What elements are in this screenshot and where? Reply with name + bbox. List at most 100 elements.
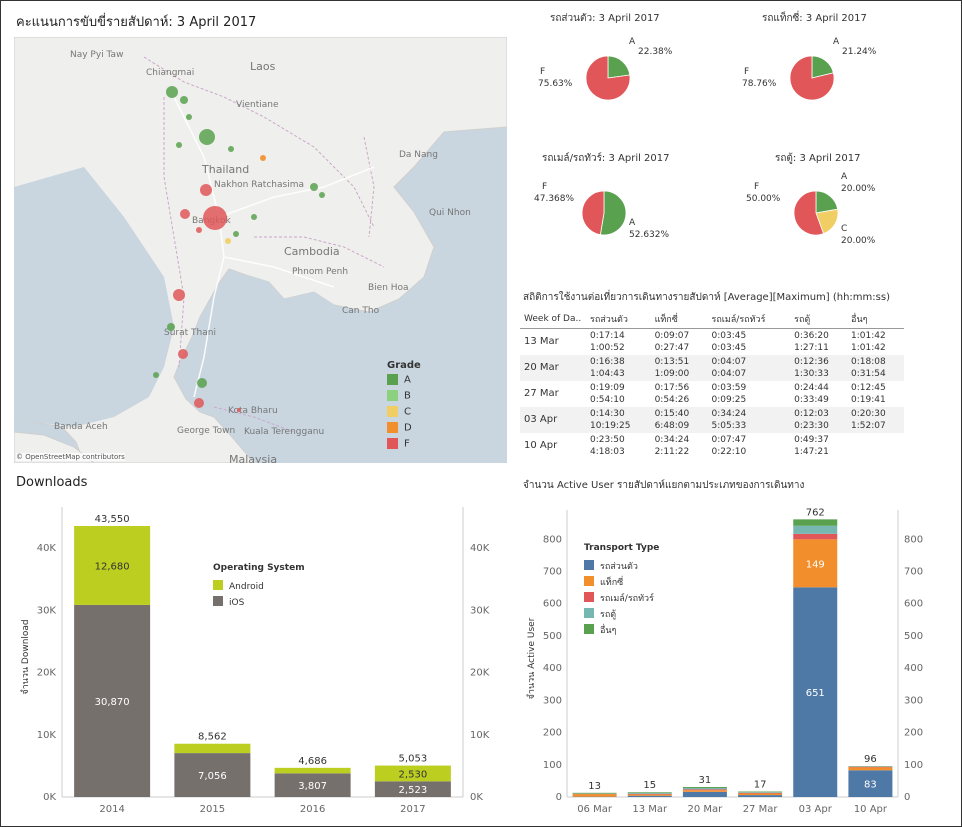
stats-maximum: 1:01:42 [851,343,886,353]
map-svg[interactable]: Nay Pyi Taw Laos Chiangmai Vientiane Tha… [14,37,507,463]
label-phnom-penh: Phnom Penh [292,267,348,277]
pie-slice[interactable] [599,190,627,236]
y-tick-label-left: 0K [43,792,56,803]
legend-swatch[interactable] [584,592,594,602]
legend-swatch[interactable] [584,560,594,570]
bar-segment[interactable] [848,767,893,771]
bar-segment[interactable] [793,525,838,534]
pie-slice-label: F [540,67,545,77]
grade-legend-item[interactable]: D [387,422,421,438]
bar-segment[interactable] [627,795,672,797]
bar-segment[interactable] [682,787,727,790]
y-tick-label-right: 600 [904,599,923,610]
x-tick-label: 2017 [400,804,425,815]
label-chiangmai: Chiangmai [146,68,194,78]
pie-slice[interactable] [607,55,631,79]
legend-swatch[interactable] [584,608,594,618]
legend-label[interactable]: อื่นๆ [600,623,617,636]
bar-segment[interactable] [374,781,451,797]
bar-segment[interactable] [738,792,783,793]
legend-label[interactable]: แท็กซี่ [600,575,623,588]
stats-header[interactable]: แท็กซี่ [650,310,708,329]
bar-segment-label: 30,870 [95,697,130,708]
bar-segment[interactable] [174,743,251,754]
stats-average: 0:12:45 [851,383,886,393]
pie-chart[interactable]: A21.24% F 78.76% [742,28,882,128]
bar-segment[interactable] [738,791,783,793]
bar-segment[interactable] [848,766,893,768]
stats-header[interactable]: รถส่วนตัว [586,310,651,329]
stats-header[interactable]: รถตู้ [790,310,848,329]
legend-swatch[interactable] [584,576,594,586]
bar-segment[interactable] [274,767,351,774]
bar-segment[interactable] [627,794,672,796]
bar-segment[interactable] [627,792,672,794]
x-tick-label: 03 Apr [799,804,833,815]
grade-swatch [387,438,398,449]
stats-average: 0:13:51 [654,357,690,367]
bar-segment[interactable] [793,519,838,526]
bar-segment[interactable] [174,753,251,797]
grade-legend-item[interactable]: B [387,390,421,406]
pie-chart[interactable]: A22.38% F 75.63% [538,28,678,128]
legend-label[interactable]: iOS [229,598,245,608]
bar-segment[interactable] [627,793,672,795]
bar-segment[interactable] [793,539,838,588]
grade-legend-item[interactable]: F [387,438,421,454]
pie-slice[interactable] [793,190,825,236]
legend-label[interactable]: รถส่วนตัว [600,562,638,572]
bar-segment[interactable] [572,792,617,794]
active-user-chart[interactable]: 0 0 100 100 200 200 300 300 400 400 500 500 600 600 70… [506,495,962,825]
bar-total-label: 762 [806,507,825,518]
pie-chart[interactable]: A 20.00% C 20.00% F 50.00% [746,163,886,263]
bar-segment[interactable] [793,587,838,797]
pie-slice[interactable] [581,190,605,236]
label-da-nang: Da Nang [399,150,438,160]
pie-chart[interactable]: A 52.632% F 47.368% [534,163,674,263]
stats-header[interactable]: Week of Da.. [520,310,586,329]
stats-maximum: 0:19:41 [851,395,886,405]
legend-swatch[interactable] [584,624,594,634]
downloads-chart[interactable]: 0K 0K 10K 10K 20K 20K 30K 30K 40K 40K จำนวน Downlo… [0,495,516,825]
bar-segment[interactable] [274,773,351,797]
stats-maximum: 0:54:10 [590,395,625,405]
legend-label[interactable]: รถเมล์/รถทัวร์ [600,592,654,604]
bar-segment[interactable] [74,604,151,797]
bar-segment[interactable] [74,526,151,605]
legend-swatch[interactable] [213,596,223,606]
bar-segment[interactable] [738,793,783,796]
bar-segment[interactable] [682,787,727,788]
legend-label[interactable]: รถตู้ [600,609,616,620]
bar-segment[interactable] [682,791,727,797]
stats-cell: 0:15:40 6:48:09 [650,407,708,433]
bar-segment-label: 2,523 [399,785,428,796]
y-tick-label-right: 700 [904,567,923,578]
grade-legend-item[interactable]: C [387,406,421,422]
marker-grade-a [176,142,182,148]
grade-markers[interactable] [153,86,325,412]
legend-swatch[interactable] [213,580,223,590]
bar-segment[interactable] [682,789,727,791]
legend-label[interactable]: Android [229,582,264,592]
gulf-of-thailand [204,275,344,422]
bar-segment[interactable] [738,792,783,794]
pie-slice[interactable] [789,55,835,101]
grade-legend-item[interactable]: A [387,374,421,390]
map-view[interactable]: Nay Pyi Taw Laos Chiangmai Vientiane Tha… [14,37,507,463]
stats-header[interactable]: รถเมล์/รถทัวร์ [707,310,791,329]
pie-slice-label: C [841,224,847,234]
y-tick-label-right: 40K [470,543,490,554]
stats-average: 0:14:30 [590,409,625,419]
bar-segment[interactable] [793,533,838,540]
map-attribution[interactable]: © OpenStreetMap contributors [16,453,125,461]
bar-segment[interactable] [374,765,451,782]
stats-header[interactable]: อื่นๆ [847,310,904,329]
bar-segment[interactable] [572,794,617,797]
bar-segment[interactable] [848,770,893,797]
stats-average: 0:24:44 [794,383,829,393]
bar-segment[interactable] [738,795,783,797]
bar-segment[interactable] [627,792,672,793]
pie-slice[interactable] [585,55,631,101]
bar-segment[interactable] [682,790,727,792]
pie-slice-label: F [744,67,749,77]
